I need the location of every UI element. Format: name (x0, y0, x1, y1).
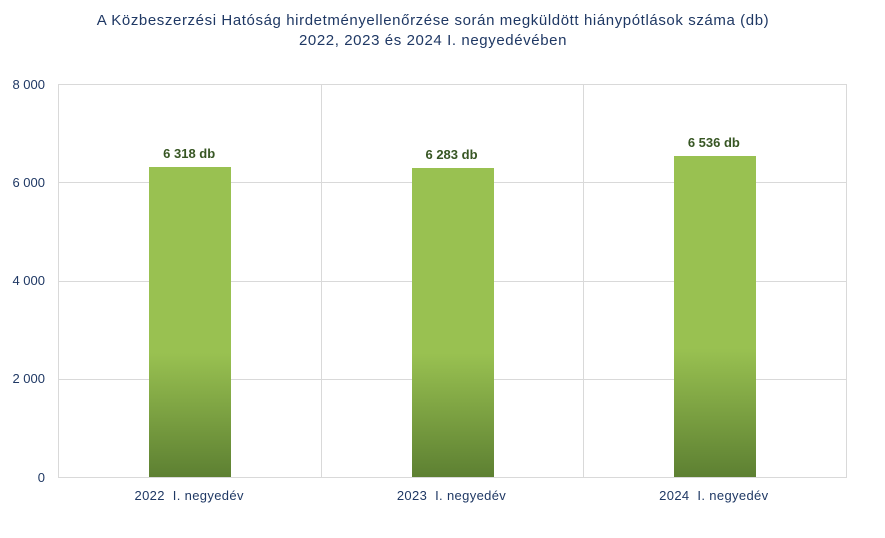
plot-area (58, 84, 847, 478)
data-label-3: 6 536 db (687, 134, 740, 150)
chart-title: A Közbeszerzési Hatóság hirdetményellenő… (0, 11, 866, 51)
x-axis-label-2: 2023 I. negyedév (396, 488, 507, 503)
bar-2024-i-negyed-v (673, 155, 756, 477)
y-axis-label-0: 0 (37, 469, 45, 485)
y-axis-label-4000: 4 000 (12, 273, 45, 288)
x-axis-label-1: 2022 I. negyedév (134, 488, 244, 503)
data-label-2: 6 283 db (425, 147, 478, 163)
category-separator-2 (583, 85, 585, 477)
y-axis-label-2000: 2 000 (12, 371, 45, 387)
y-axis-label-8000: 8 000 (12, 76, 45, 92)
bar-2023-i-negyed-v (411, 168, 494, 477)
chart-title-line-1: A Közbeszerzési Hatóság hirdetményellenő… (96, 12, 770, 29)
chart-title-line-2: 2022, 2023 és 2024 I. negyedévében (298, 32, 568, 49)
x-axis-label-3: 2024 I. negyedév (659, 488, 769, 503)
bar-2022-i-negyed-v (149, 166, 232, 477)
data-label-1: 6 318 db (163, 145, 216, 161)
category-separator-1 (320, 85, 322, 477)
y-axis-label-6000: 6 000 (12, 174, 45, 190)
